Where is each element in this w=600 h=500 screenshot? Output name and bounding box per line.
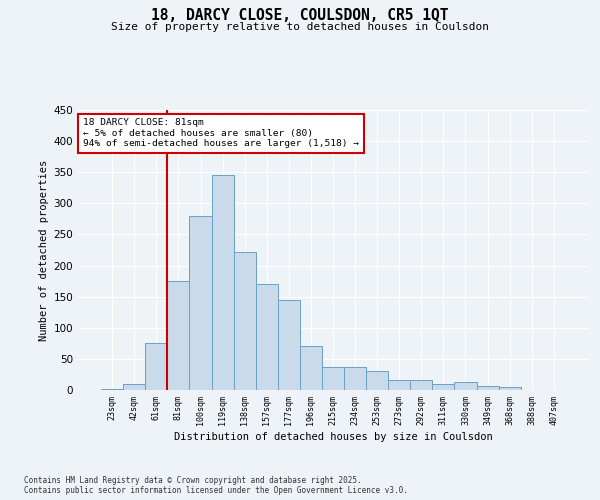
Bar	[499, 387, 521, 390]
Bar	[388, 380, 410, 390]
Bar	[256, 284, 278, 390]
Bar	[476, 386, 499, 390]
Bar	[433, 384, 454, 390]
Bar	[167, 281, 190, 390]
Bar	[322, 367, 344, 390]
Bar	[233, 252, 256, 390]
Bar	[344, 367, 366, 390]
Text: 18 DARCY CLOSE: 81sqm
← 5% of detached houses are smaller (80)
94% of semi-detac: 18 DARCY CLOSE: 81sqm ← 5% of detached h…	[83, 118, 359, 148]
Bar	[101, 389, 123, 390]
Bar	[190, 216, 212, 390]
Bar	[366, 372, 388, 390]
Y-axis label: Number of detached properties: Number of detached properties	[39, 160, 49, 340]
Bar	[212, 176, 233, 390]
Bar	[300, 346, 322, 390]
Text: 18, DARCY CLOSE, COULSDON, CR5 1QT: 18, DARCY CLOSE, COULSDON, CR5 1QT	[151, 8, 449, 22]
Bar	[145, 344, 167, 390]
Text: Distribution of detached houses by size in Coulsdon: Distribution of detached houses by size …	[173, 432, 493, 442]
Bar	[123, 384, 145, 390]
Bar	[454, 382, 476, 390]
Text: Contains HM Land Registry data © Crown copyright and database right 2025.
Contai: Contains HM Land Registry data © Crown c…	[24, 476, 408, 495]
Bar	[278, 300, 300, 390]
Text: Size of property relative to detached houses in Coulsdon: Size of property relative to detached ho…	[111, 22, 489, 32]
Bar	[410, 380, 433, 390]
